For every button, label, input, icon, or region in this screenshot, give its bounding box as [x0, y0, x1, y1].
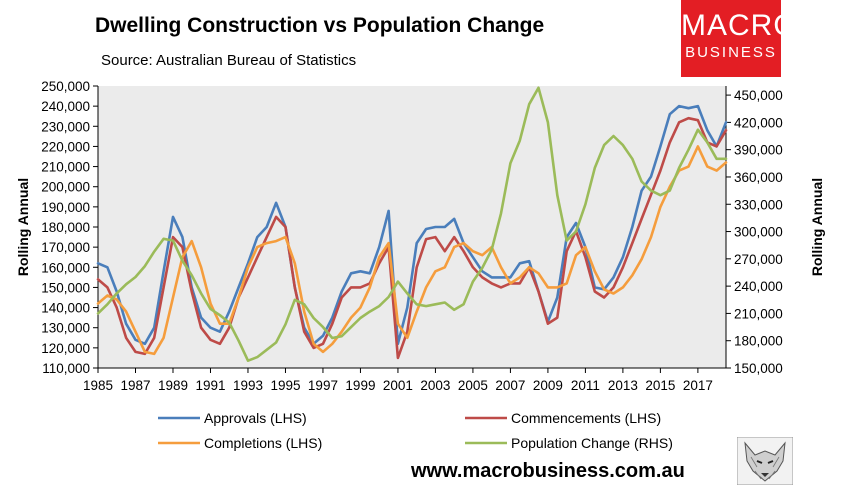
y-right-tick-label: 240,000	[734, 279, 783, 294]
x-tick-label: 2005	[458, 378, 488, 393]
y-right-tick-label: 330,000	[734, 197, 783, 212]
y-left-tick-label: 250,000	[41, 79, 90, 94]
y-right-tick-label: 360,000	[734, 170, 783, 185]
x-tick-label: 1993	[233, 378, 263, 393]
y-left-tick-label: 220,000	[41, 139, 90, 154]
chart-source: Source: Australian Bureau of Statistics	[101, 52, 357, 69]
x-tick-label: 2009	[533, 378, 563, 393]
y-left-tick-label: 240,000	[41, 99, 90, 114]
y-left-tick-label: 110,000	[42, 361, 90, 376]
series-line-3	[96, 86, 728, 363]
chart-title: Dwelling Construction vs Population Chan…	[95, 14, 545, 37]
x-tick-label: 1997	[308, 378, 338, 393]
x-tick-label: 2001	[383, 378, 413, 393]
y-left-tick-label: 140,000	[41, 301, 90, 316]
y-right-axis-title: Rolling Annual	[809, 178, 825, 276]
x-tick-label: 2017	[683, 378, 713, 393]
logo-line-macro: MACRO	[681, 9, 798, 42]
series-line-2	[96, 145, 728, 356]
y-right-tick-label: 180,000	[734, 334, 783, 349]
legend-label-2: Completions (LHS)	[204, 435, 322, 451]
x-tick-label: 1991	[195, 378, 225, 393]
x-tick-label: 2011	[571, 378, 600, 393]
x-tick-label: 1999	[345, 378, 375, 393]
x-tick-label: 1987	[120, 378, 150, 393]
footer-url: www.macrobusiness.com.au	[411, 460, 685, 482]
y-left-tick-label: 170,000	[41, 240, 90, 255]
legend-label-1: Commencements (LHS)	[511, 410, 661, 426]
y-right-tick-label: 150,000	[734, 361, 783, 376]
y-left-tick-label: 150,000	[41, 280, 90, 295]
logo-line-business: BUSINESS	[685, 44, 777, 61]
y-right-tick-label: 270,000	[734, 252, 783, 267]
y-left-tick-label: 120,000	[41, 341, 90, 356]
y-left-tick-label: 180,000	[41, 220, 90, 235]
y-right-tick-label: 300,000	[734, 225, 783, 240]
y-left-axis-title: Rolling Annual	[15, 178, 31, 276]
y-right-tick-label: 390,000	[734, 143, 783, 158]
series-line-0	[96, 104, 728, 346]
y-left-tick-label: 130,000	[41, 321, 90, 336]
y-left-tick-label: 210,000	[41, 160, 90, 175]
x-tick-label: 2015	[645, 378, 675, 393]
x-tick-label: 1985	[83, 378, 113, 393]
wolf-logo-icon	[737, 437, 793, 485]
y-left-tick-label: 230,000	[41, 119, 90, 134]
x-tick-label: 2007	[495, 378, 525, 393]
x-tick-label: 2013	[608, 378, 638, 393]
y-left-tick-label: 160,000	[41, 260, 90, 275]
x-tick-label: 1995	[270, 378, 300, 393]
x-tick-label: 1989	[158, 378, 188, 393]
y-left-tick-label: 200,000	[41, 180, 90, 195]
y-right-tick-label: 450,000	[734, 88, 783, 103]
x-tick-label: 2003	[420, 378, 450, 393]
y-right-tick-label: 210,000	[734, 306, 783, 321]
macrobusiness-logo: MACRO BUSINESS	[681, 0, 798, 77]
y-right-tick-label: 420,000	[734, 115, 783, 130]
legend-label-0: Approvals (LHS)	[204, 410, 307, 426]
legend-label-3: Population Change (RHS)	[511, 435, 673, 451]
y-left-tick-label: 190,000	[41, 200, 90, 215]
